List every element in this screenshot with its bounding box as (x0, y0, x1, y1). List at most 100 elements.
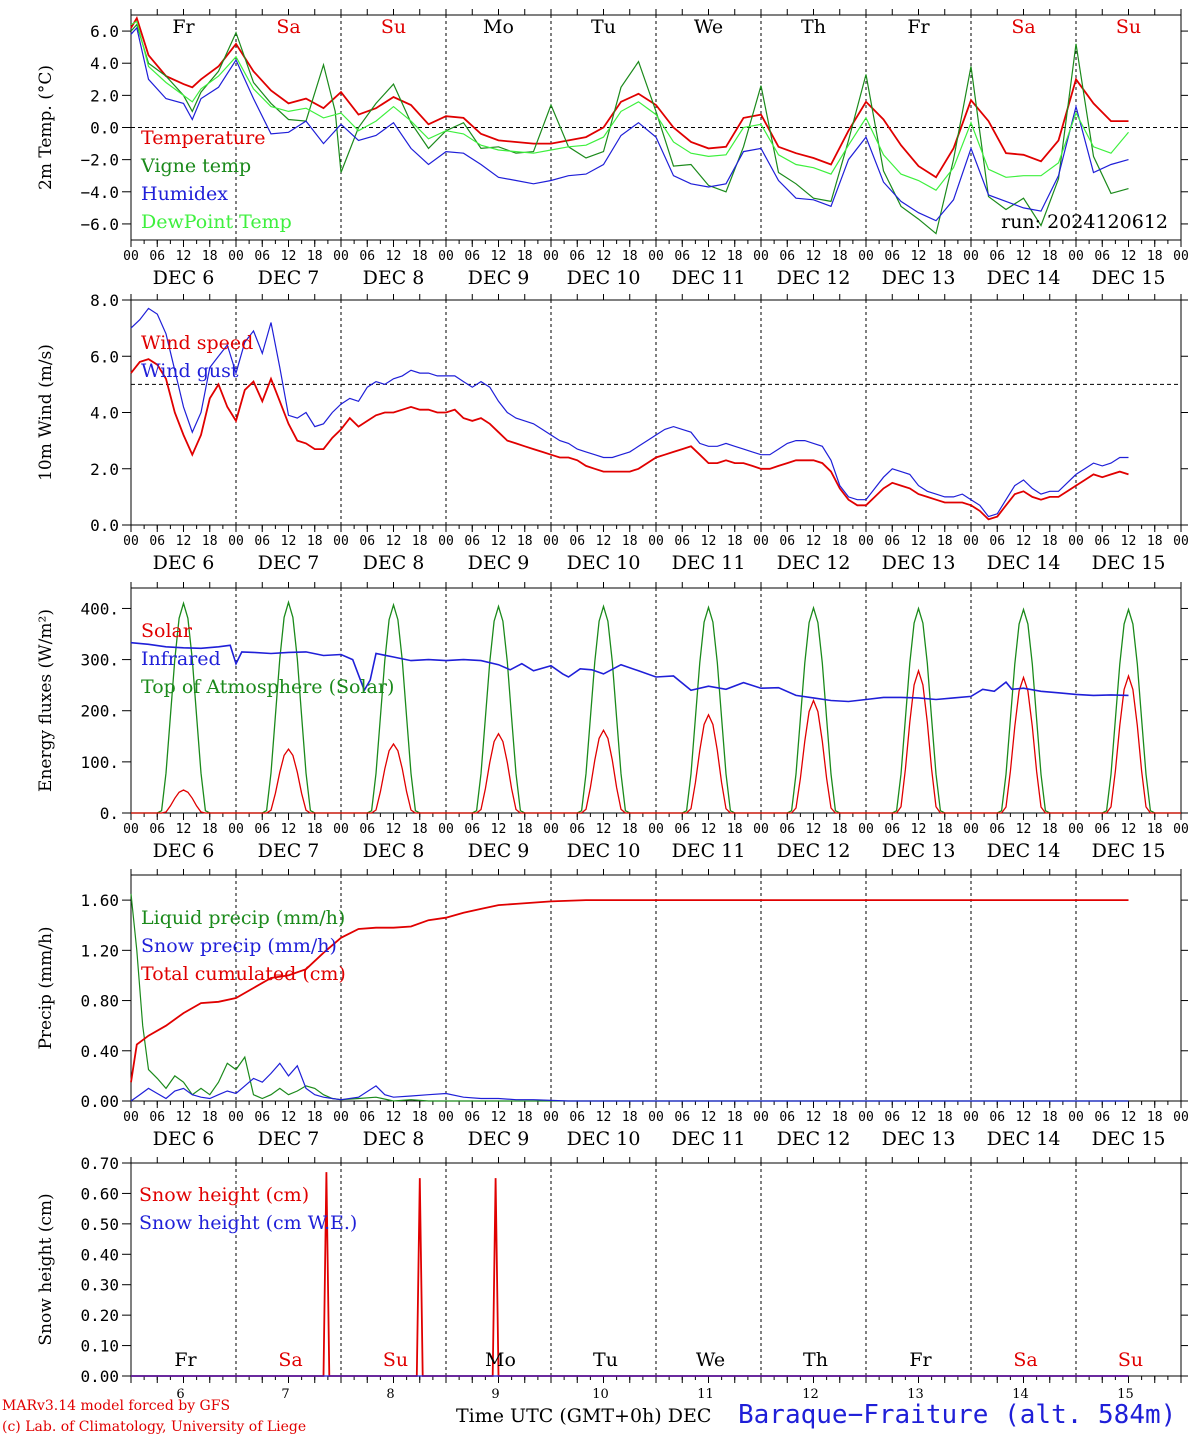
weekday-label-top: We (694, 16, 723, 38)
wind-hour-label: 00 (543, 534, 559, 549)
liquid-precip-mm-h--line (130, 893, 1129, 1102)
wind-hour-label: 06 (569, 534, 585, 549)
precip-hour-label: 00 (858, 1110, 874, 1125)
precip-hour-label: 18 (832, 1110, 848, 1125)
wind-hour-label: 06 (359, 534, 375, 549)
precip-hour-label: 00 (543, 1110, 559, 1125)
energy-hour-label: 12 (386, 822, 402, 837)
temp-hour-label: 06 (569, 249, 585, 264)
energy-hour-label: 18 (517, 822, 533, 837)
energy-hour-label: 00 (438, 822, 454, 837)
wind-hour-label: 12 (596, 534, 612, 549)
precip-hour-label: 00 (333, 1110, 349, 1125)
precip-hour-label: 00 (753, 1110, 769, 1125)
temp-y-tick-label: 2.0 (90, 86, 119, 105)
snow-y-tick-label: 0.50 (80, 1215, 119, 1234)
wind-hour-label: 18 (202, 534, 218, 549)
weekday-label-top: Su (1116, 16, 1141, 38)
day-label: DEC 9 (468, 267, 530, 289)
day-label: DEC 13 (882, 840, 956, 862)
wind-hour-label: 06 (884, 534, 900, 549)
temp-hour-label: 06 (149, 249, 165, 264)
precip-hour-label: 00 (228, 1110, 244, 1125)
energy-hour-label: 18 (202, 822, 218, 837)
temp-y-tick-label: −4.0 (80, 183, 119, 202)
bottom-day-number: 7 (281, 1387, 289, 1402)
weekday-label-bottom: Tu (593, 1349, 618, 1371)
temp-hour-label: 18 (937, 249, 953, 264)
energy-hour-label: 12 (1121, 822, 1137, 837)
day-label: DEC 11 (672, 267, 746, 289)
time-axis-label: Time UTC (GMT+0h) DEC (456, 1405, 711, 1427)
precip-hour-label: 18 (1042, 1110, 1058, 1125)
wind-hour-label: 18 (412, 534, 428, 549)
precip-hour-label: 12 (596, 1110, 612, 1125)
wind-hour-label: 12 (1016, 534, 1032, 549)
snow-y-tick-label: 0.30 (80, 1276, 119, 1295)
wind-hour-label: 00 (963, 534, 979, 549)
day-label: DEC 7 (258, 267, 320, 289)
temp-hour-label: 00 (858, 249, 874, 264)
total-cumulated-cm--line (130, 899, 1129, 1083)
weekday-label-top: Sa (276, 16, 300, 38)
weekday-label-top: Fr (907, 16, 930, 38)
precip-hour-label: 06 (674, 1110, 690, 1125)
temp-hour-label: 18 (832, 249, 848, 264)
precip-hour-label: 00 (648, 1110, 664, 1125)
wind-hour-label: 06 (149, 534, 165, 549)
temp-hour-label: 12 (386, 249, 402, 264)
temp-hour-label: 06 (254, 249, 270, 264)
legend-top-of-atmosphere-solar-: Top of Atmosphere (Solar) (141, 676, 394, 698)
wind-hour-label: 18 (832, 534, 848, 549)
energy-hour-label: 18 (622, 822, 638, 837)
day-label: DEC 9 (468, 1128, 530, 1150)
energy-hour-label: 12 (281, 822, 297, 837)
legend-solar: Solar (141, 620, 193, 642)
day-label: DEC 15 (1092, 1128, 1166, 1150)
weekday-label-bottom: Su (383, 1349, 408, 1371)
legend-temperature: Temperature (141, 127, 265, 149)
temp-hour-label: 06 (464, 249, 480, 264)
precip-hour-label: 18 (622, 1110, 638, 1125)
copyright-credit: (c) Lab. of Climatology, University of L… (2, 1419, 307, 1435)
day-label: DEC 13 (882, 1128, 956, 1150)
temp-y-tick-label: 4.0 (90, 54, 119, 73)
legend-snow-height-cm-: Snow height (cm) (139, 1184, 309, 1206)
temp-hour-label: 12 (806, 249, 822, 264)
temp-hour-label: 18 (307, 249, 323, 264)
precip-hour-label: 06 (779, 1110, 795, 1125)
weekday-label-bottom: Fr (174, 1349, 197, 1371)
temp-hour-label: 00 (123, 249, 139, 264)
legend-wind-gust: Wind gust (141, 360, 239, 382)
weekday-label-top: Su (381, 16, 406, 38)
temp-hour-label: 12 (596, 249, 612, 264)
day-label: DEC 15 (1092, 267, 1166, 289)
solar-line (131, 668, 1181, 814)
temp-hour-label: 12 (911, 249, 927, 264)
weekday-label-bottom: Su (1118, 1349, 1143, 1371)
precip-hour-label: 12 (176, 1110, 192, 1125)
legend-vigne-temp: Vigne temp (140, 155, 251, 177)
legend-humidex: Humidex (141, 183, 228, 205)
energy-hour-label: 18 (1042, 822, 1058, 837)
wind-y-tick-label: 8.0 (90, 291, 119, 310)
snow-y-tick-label: 0.70 (80, 1154, 119, 1173)
temp-hour-label: 12 (701, 249, 717, 264)
energy-hour-label: 18 (307, 822, 323, 837)
wind-hour-label: 18 (727, 534, 743, 549)
day-label: DEC 15 (1092, 552, 1166, 574)
wind-hour-label: 00 (123, 534, 139, 549)
day-label: DEC 9 (468, 840, 530, 862)
weekday-label-top: Tu (591, 16, 616, 38)
weekday-label-top: Sa (1011, 16, 1035, 38)
precip-hour-label: 06 (884, 1110, 900, 1125)
day-label: DEC 6 (153, 267, 215, 289)
temp-hour-label: 18 (622, 249, 638, 264)
day-label: DEC 8 (363, 1128, 425, 1150)
day-label: DEC 11 (672, 840, 746, 862)
wind-hour-label: 06 (1094, 534, 1110, 549)
energy-hour-label: 06 (464, 822, 480, 837)
precip-y-tick-label: 0.40 (80, 1042, 119, 1061)
energy-y-tick-label: 100. (80, 753, 119, 772)
temp-hour-label: 06 (989, 249, 1005, 264)
